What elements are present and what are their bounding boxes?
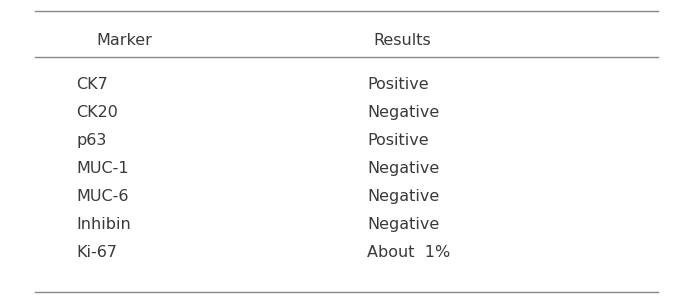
Text: About  1%: About 1% (367, 245, 450, 260)
Text: CK20: CK20 (76, 105, 118, 120)
Text: Negative: Negative (367, 217, 439, 232)
Text: Ki-67: Ki-67 (76, 245, 117, 260)
Text: CK7: CK7 (76, 77, 108, 92)
Text: Positive: Positive (367, 77, 429, 92)
Text: Results: Results (373, 33, 431, 48)
Text: Positive: Positive (367, 133, 429, 148)
Text: Negative: Negative (367, 161, 439, 176)
Text: Negative: Negative (367, 105, 439, 120)
Text: Inhibin: Inhibin (76, 217, 131, 232)
Text: Marker: Marker (97, 33, 152, 48)
Text: Negative: Negative (367, 189, 439, 204)
Text: MUC-6: MUC-6 (76, 189, 129, 204)
Text: MUC-1: MUC-1 (76, 161, 129, 176)
Text: p63: p63 (76, 133, 107, 148)
